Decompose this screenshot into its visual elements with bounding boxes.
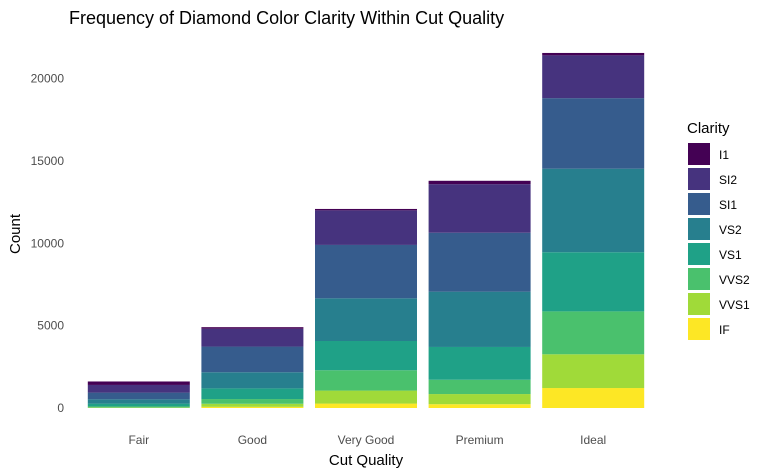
- bar-segment-vs2-ideal: [542, 168, 645, 253]
- bar-segment-i1-fair: [87, 381, 190, 385]
- bar-segment-i1-ideal: [542, 52, 645, 56]
- bar-segment-vs2-fair: [87, 399, 190, 404]
- x-tick-label: Very Good: [338, 433, 395, 447]
- bar-segment-si1-good: [201, 346, 304, 373]
- bar-segment-if-premium: [428, 404, 531, 408]
- bar-segment-vvs1-premium: [428, 394, 531, 405]
- bar-segment-si2-good: [201, 328, 304, 347]
- x-tick-label: Ideal: [580, 433, 606, 447]
- bar-segment-si2-very-good: [315, 210, 417, 245]
- legend-key-vs2: [688, 218, 710, 240]
- bar-segment-vvs2-fair: [87, 406, 190, 408]
- bar-segment-si1-ideal: [542, 98, 645, 169]
- bar-segment-vs1-very-good: [315, 341, 417, 371]
- bar-segment-si1-premium: [428, 232, 531, 292]
- bar-segment-si2-ideal: [542, 55, 645, 99]
- bar-segment-vs1-fair: [87, 403, 190, 407]
- y-tick-label: 10000: [31, 236, 65, 250]
- bar-segment-vvs1-ideal: [542, 354, 645, 389]
- y-tick-label: 5000: [37, 319, 64, 333]
- bar-segment-vvs1-very-good: [315, 390, 417, 404]
- bar-segment-si2-premium: [428, 184, 531, 233]
- legend-key-si1: [688, 193, 710, 215]
- legend-label-if: IF: [719, 323, 730, 337]
- legend-key-i1: [688, 143, 710, 165]
- bar-segment-vvs2-ideal: [542, 311, 645, 355]
- bar-segment-si1-very-good: [315, 244, 417, 299]
- bar-segment-if-ideal: [542, 388, 645, 408]
- bar-segment-vvs1-good: [201, 403, 304, 407]
- y-tick-label: 0: [57, 401, 64, 415]
- legend-key-vvs2: [688, 268, 710, 290]
- legend-label-vvs2: VVS2: [719, 273, 750, 287]
- bar-segment-vs2-premium: [428, 291, 531, 347]
- legend-key-si2: [688, 168, 710, 190]
- bar-segment-vvs2-premium: [428, 379, 531, 395]
- legend-label-vs2: VS2: [719, 223, 742, 237]
- bar-segment-vs1-premium: [428, 346, 531, 380]
- x-tick-label: Premium: [456, 433, 504, 447]
- bars: [87, 52, 645, 408]
- y-tick-label: 15000: [31, 154, 65, 168]
- legend-label-vvs1: VVS1: [719, 298, 750, 312]
- bar-segment-vvs2-very-good: [315, 370, 417, 391]
- bar-segment-si2-fair: [87, 384, 190, 393]
- chart-title: Frequency of Diamond Color Clarity Withi…: [69, 8, 504, 28]
- x-tick-label: Good: [238, 433, 267, 447]
- bar-segment-vs1-good: [201, 388, 304, 400]
- bar-segment-if-very-good: [315, 403, 417, 408]
- y-axis-ticks: 0 5000 10000 15000 20000: [31, 72, 65, 416]
- legend-title: Clarity: [687, 120, 730, 137]
- x-tick-label: Fair: [128, 433, 149, 447]
- y-axis-label: Count: [7, 213, 24, 254]
- x-axis-label: Cut Quality: [329, 452, 404, 469]
- bar-segment-if-good: [201, 406, 304, 408]
- bar-segment-i1-premium: [428, 180, 531, 185]
- legend-key-if: [688, 318, 710, 340]
- bar-segment-vs2-very-good: [315, 298, 417, 341]
- legend-label-si2: SI2: [719, 173, 737, 187]
- legend-label-i1: I1: [719, 148, 729, 162]
- bar-segment-i1-good: [201, 327, 304, 329]
- bar-segment-vs1-ideal: [542, 252, 645, 312]
- legend-label-si1: SI1: [719, 198, 737, 212]
- legend-key-vvs1: [688, 293, 710, 315]
- x-axis-ticks: Fair Good Very Good Premium Ideal: [128, 433, 606, 447]
- legend-label-vs1: VS1: [719, 248, 742, 262]
- legend-key-vs1: [688, 243, 710, 265]
- bar-segment-vvs2-good: [201, 399, 304, 404]
- bar-segment-i1-very-good: [315, 208, 417, 211]
- bar-segment-si1-fair: [87, 392, 190, 400]
- bar-segment-vs2-good: [201, 372, 304, 389]
- legend: Clarity I1 SI2 SI1 VS2 VS1 VVS2 VVS1 IF: [687, 120, 750, 340]
- y-tick-label: 20000: [31, 72, 65, 86]
